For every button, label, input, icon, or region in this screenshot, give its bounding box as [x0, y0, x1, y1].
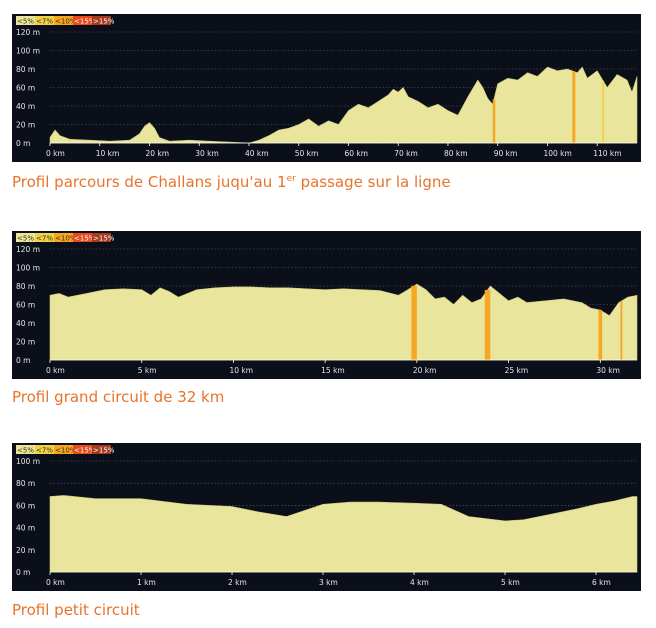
x-tick-label: 6 km — [592, 578, 611, 587]
legend-swatch — [92, 233, 111, 242]
x-tick-label: 3 km — [319, 578, 338, 587]
elevation-area — [49, 495, 638, 573]
legend-label: <10% — [55, 447, 77, 455]
x-tick-label: 5 km — [501, 578, 520, 587]
legend-swatch — [35, 233, 54, 242]
x-tick-label: 4 km — [410, 578, 429, 587]
x-tick-label: 20 km — [145, 149, 169, 158]
legend-label: <15% — [74, 447, 96, 455]
elevation-profile-3: <5% <7% <10% <15% >15% 0 m 20 m 40 m 60 m 80 m 100… — [12, 443, 641, 591]
x-tick-label: 10 km — [229, 366, 253, 375]
y-tick-label: 80 m — [16, 282, 35, 291]
legend-label: <7% — [36, 235, 53, 243]
legend-label: <5% — [17, 18, 34, 26]
x-tick-label: 90 km — [494, 149, 518, 158]
x-tick-label: 2 km — [228, 578, 247, 587]
legend-swatch — [92, 16, 111, 25]
y-tick-label: 0 m — [16, 356, 30, 365]
x-tick-label: 0 km — [46, 366, 65, 375]
y-tick-label: 120 m — [16, 245, 40, 254]
steep-section — [602, 80, 605, 143]
y-tick-label: 0 m — [16, 568, 30, 577]
y-tick-label: 0 m — [16, 139, 30, 148]
y-tick-label: 20 m — [16, 546, 35, 555]
y-tick-label: 100 m — [16, 47, 40, 56]
x-tick-label: 60 km — [344, 149, 368, 158]
x-tick-label: 70 km — [394, 149, 418, 158]
y-tick-label: 20 m — [16, 338, 35, 347]
y-tick-label: 40 m — [16, 319, 35, 328]
x-tick-label: 15 km — [321, 366, 345, 375]
elevation-area — [49, 66, 638, 144]
elevation-chart: <5% <7% <10%<15%>15% 0 m 20 m 40 m 60 m 80 m 100… — [12, 14, 641, 162]
y-tick-label: 100 m — [16, 264, 40, 273]
elevation-profile-2: <5% <7% <10% <15% >15% 0 m 20 m 40 m 60 m 80 m 100… — [12, 231, 641, 379]
legend-label: <15% — [74, 18, 96, 26]
x-tick-label: 5 km — [138, 366, 157, 375]
y-tick-label: 60 m — [16, 501, 35, 510]
x-tick-label: 40 km — [245, 149, 269, 158]
legend-swatch — [35, 16, 54, 25]
legend-swatch — [54, 445, 73, 454]
grade-legend: <5% <7% <10%<15%>15% — [16, 16, 115, 26]
legend-swatch — [73, 233, 92, 242]
legend-swatch — [16, 233, 35, 242]
x-tick-label: 100 km — [543, 149, 571, 158]
legend-label: <5% — [17, 235, 34, 243]
x-tick-label: 10 km — [96, 149, 120, 158]
elevation-chart: <5% <7% <10%<15%>15% 0 m 20 m 40 m 60 m 80 m 100… — [12, 231, 641, 379]
x-tick-label: 1 km — [137, 578, 156, 587]
grade-legend: <5% <7% <10%<15%>15% — [16, 233, 115, 243]
y-tick-label: 60 m — [16, 301, 35, 310]
legend-swatch — [73, 16, 92, 25]
x-tick-label: 80 km — [444, 149, 468, 158]
steep-section — [620, 300, 623, 360]
elevation-profile-1: <5% <7% <10% <15% >15% 0 m 20 m 40 m 60 m 80 m 100… — [12, 14, 641, 162]
legend-swatch — [35, 445, 54, 454]
legend-swatch — [73, 445, 92, 454]
legend-label: <15% — [74, 235, 96, 243]
x-tick-label: 50 km — [295, 149, 319, 158]
y-tick-label: 100 m — [16, 457, 40, 466]
legend-swatch — [54, 16, 73, 25]
steep-section — [484, 289, 491, 360]
y-tick-label: 120 m — [16, 28, 40, 37]
caption-profile-3: Profil petit circuit — [12, 601, 140, 619]
x-tick-label: 0 km — [46, 149, 65, 158]
y-tick-label: 80 m — [16, 65, 35, 74]
steep-section — [598, 310, 603, 360]
caption-profile-1: Profil parcours de Challans juqu'au 1er … — [12, 173, 451, 191]
x-tick-label: 110 km — [593, 149, 621, 158]
legend-label: >15% — [93, 235, 115, 243]
legend-label: <7% — [36, 447, 53, 455]
x-tick-label: 30 km — [195, 149, 219, 158]
elevation-chart: <5% <7% <10%<15%>15% 0 m 20 m 40 m 60 m 80 m 100… — [12, 443, 641, 591]
legend-label: <5% — [17, 447, 34, 455]
legend-label: <7% — [36, 18, 53, 26]
legend-label: >15% — [93, 447, 115, 455]
y-tick-label: 60 m — [16, 84, 35, 93]
legend-swatch — [16, 445, 35, 454]
x-tick-label: 0 km — [46, 578, 65, 587]
legend-label: >15% — [93, 18, 115, 26]
steep-section — [492, 99, 496, 143]
legend-swatch — [92, 445, 111, 454]
x-tick-label: 25 km — [505, 366, 529, 375]
steep-section — [572, 71, 576, 143]
y-tick-label: 80 m — [16, 479, 35, 488]
caption-profile-2: Profil grand circuit de 32 km — [12, 388, 225, 406]
legend-label: <10% — [55, 235, 77, 243]
y-tick-label: 20 m — [16, 121, 35, 130]
y-tick-label: 40 m — [16, 524, 35, 533]
grade-legend: <5% <7% <10%<15%>15% — [16, 445, 115, 455]
legend-swatch — [16, 16, 35, 25]
legend-swatch — [54, 233, 73, 242]
x-tick-label: 20 km — [413, 366, 437, 375]
legend-label: <10% — [55, 18, 77, 26]
steep-section — [411, 285, 417, 360]
x-tick-label: 30 km — [596, 366, 620, 375]
y-tick-label: 40 m — [16, 102, 35, 111]
